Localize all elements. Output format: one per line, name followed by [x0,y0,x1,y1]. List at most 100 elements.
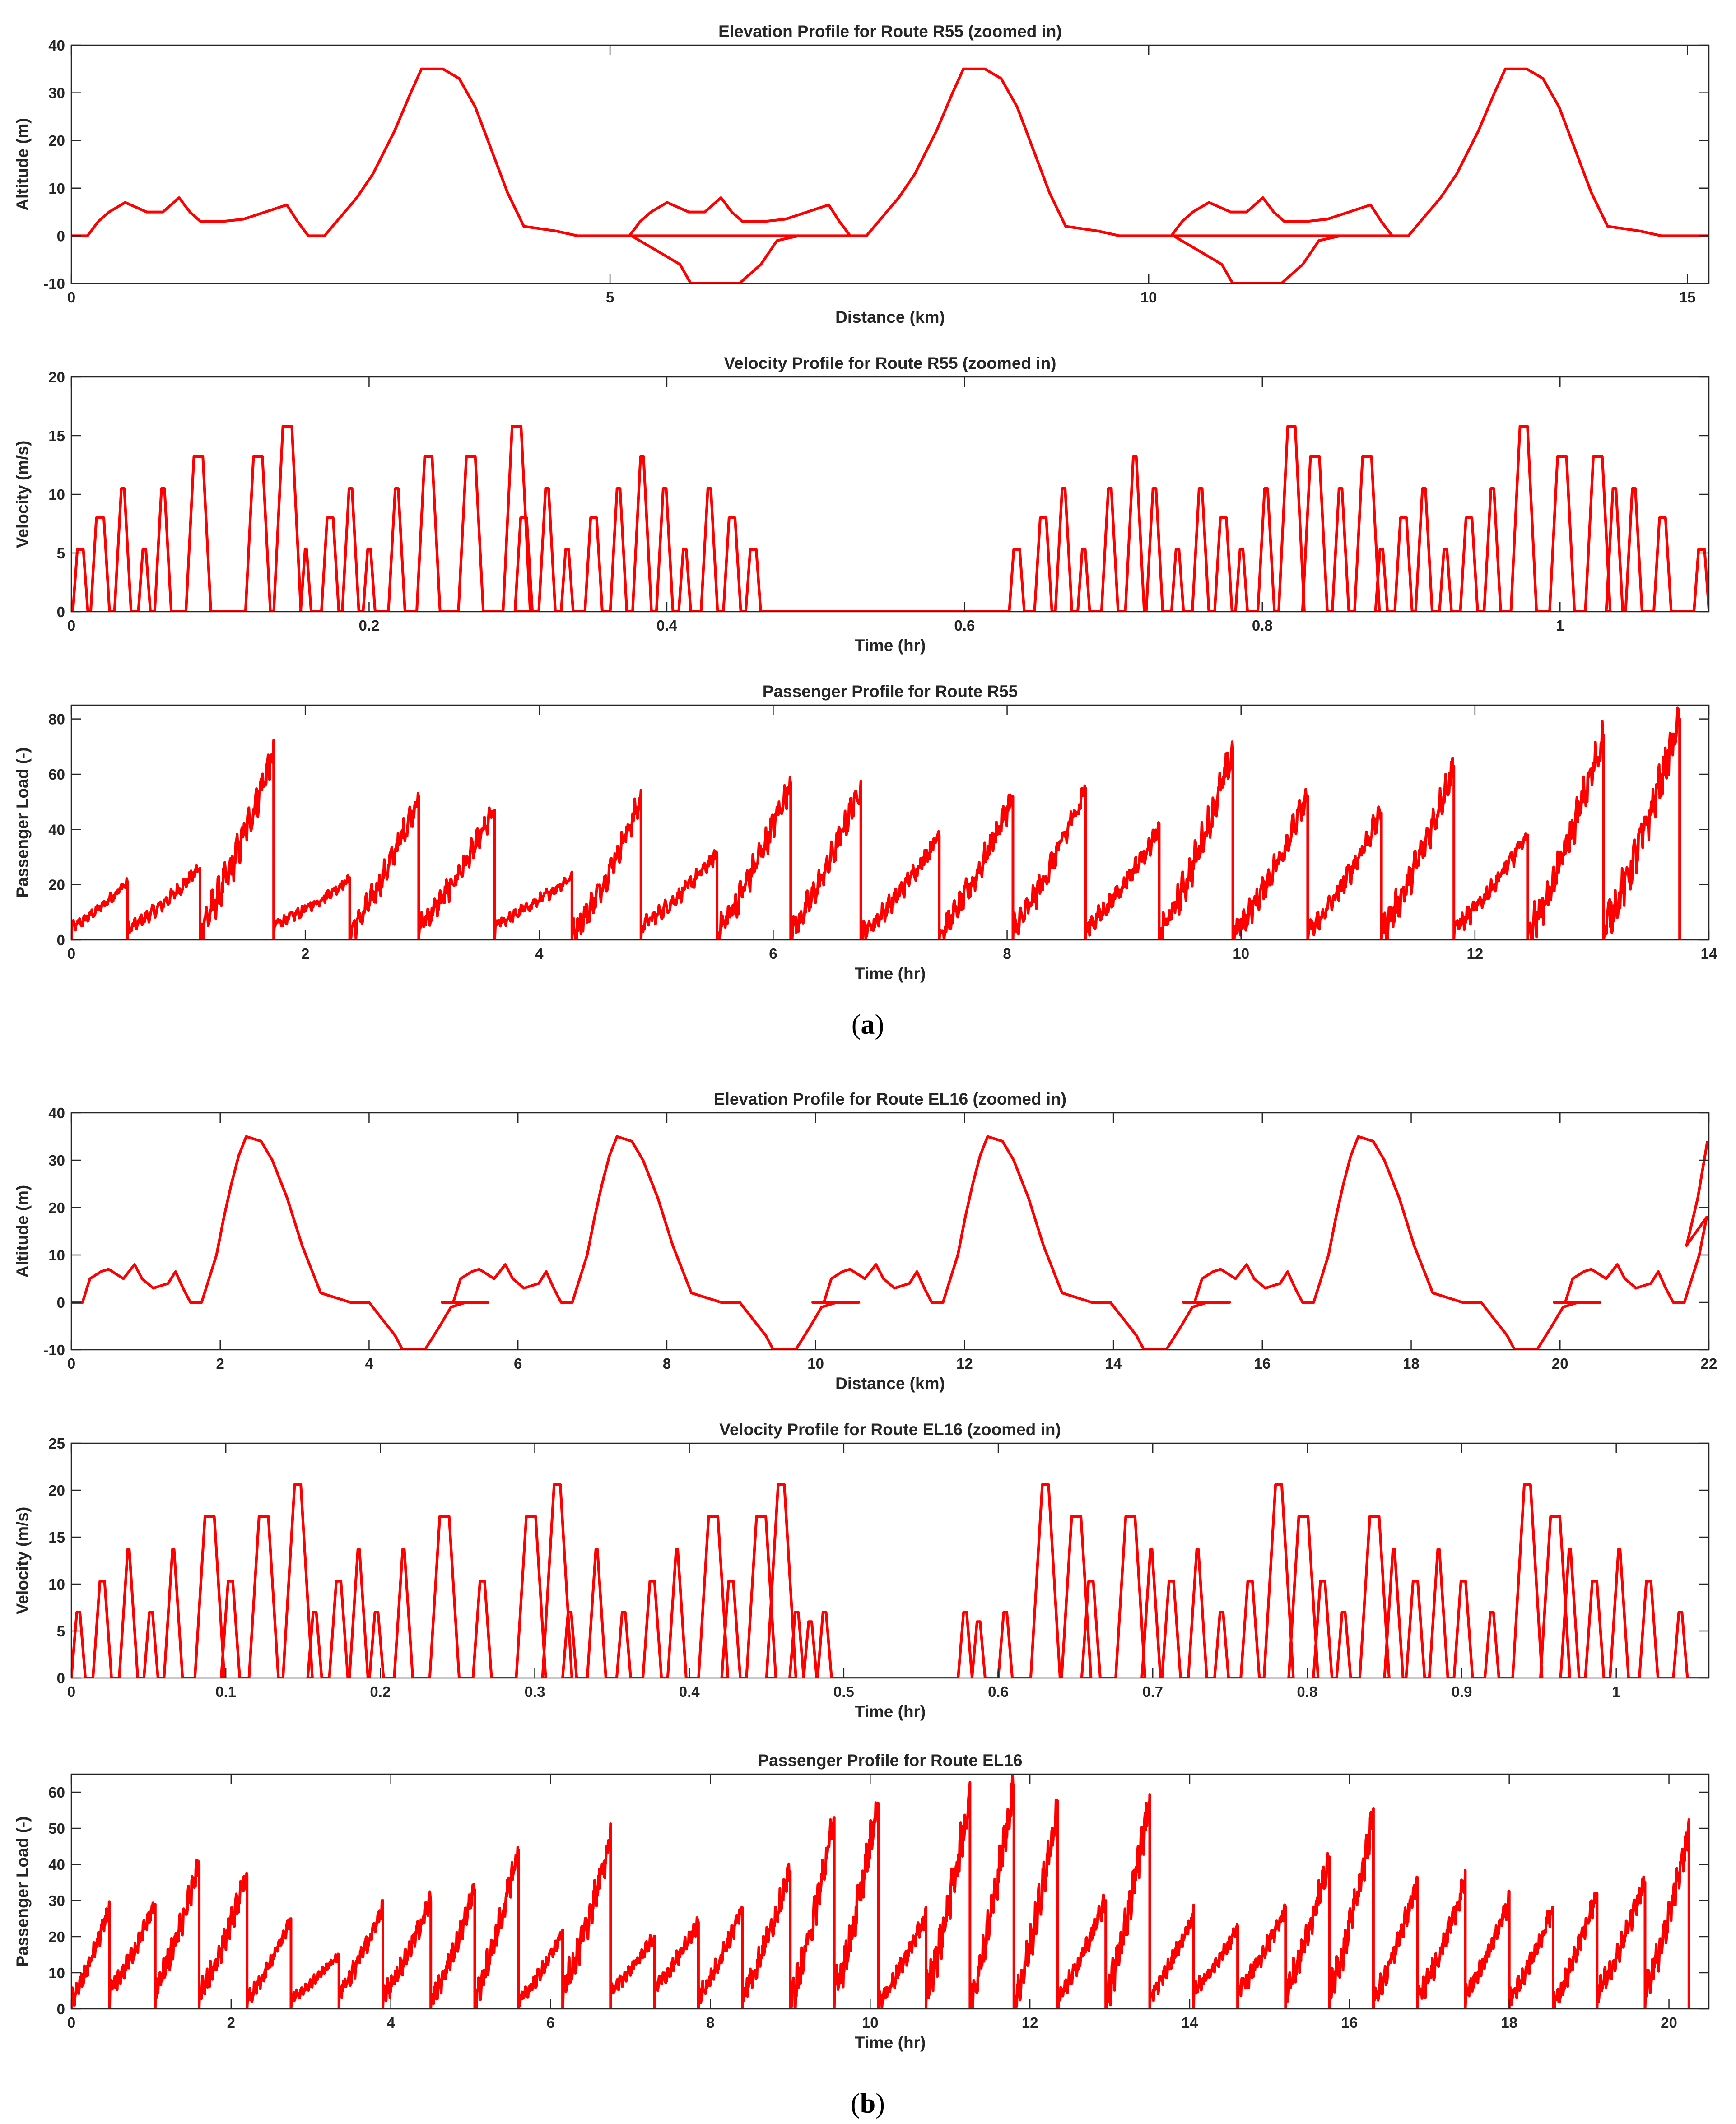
x-tick-label: 0 [67,1683,75,1700]
x-tick-label: 0.4 [656,617,678,634]
plot-frame [70,1112,1710,1351]
x-axis-label: Distance (km) [835,1374,945,1393]
x-tick-label: 1 [1556,617,1564,634]
chart-a1: Elevation Profile for Route R55 (zoomed … [13,22,1710,326]
y-tick-label: 20 [48,369,65,386]
caption-b-letter: b [860,2088,875,2119]
y-tick-label: 25 [48,1435,65,1452]
y-tick-label: 0 [57,1294,65,1311]
x-tick-label: 0 [67,2014,75,2031]
x-axis-label: Time (hr) [855,2033,926,2052]
x-tick-label: 0.9 [1452,1683,1472,1700]
x-tick-label: 2 [227,2014,235,2031]
chart-title: Velocity Profile for Route R55 (zoomed i… [724,354,1056,372]
series-line-altitude [71,67,1709,284]
x-tick-label: 4 [535,945,544,962]
y-tick-label: 15 [48,1529,65,1546]
x-tick-label: 8 [706,2014,714,2031]
plot-frame [70,44,1710,284]
x-axis-label: Time (hr) [855,1702,926,1721]
x-tick-label: 6 [514,1355,522,1372]
y-tick-label: 20 [48,1482,65,1499]
chart-title: Passenger Profile for Route R55 [763,682,1018,701]
x-tick-label: 0.1 [215,1683,236,1700]
plot-frame [70,704,1710,941]
y-tick-label: 0 [57,604,65,620]
x-tick-label: 8 [1003,945,1011,962]
x-tick-label: 4 [365,1355,373,1372]
y-axis-label: Altitude (m) [13,1185,32,1278]
y-tick-label: 20 [48,132,65,149]
y-axis-label: Passenger Load (-) [13,1816,32,1966]
x-tick-label: 14 [1701,945,1717,962]
chart-a2: Velocity Profile for Route R55 (zoomed i… [13,354,1710,655]
y-tick-label: 0 [57,932,65,948]
x-tick-label: 5 [606,289,614,306]
y-tick-label: 0 [57,2001,65,2017]
x-tick-label: 12 [956,1355,973,1372]
series-line-passengers [71,706,1709,940]
y-tick-label: -10 [43,1342,65,1358]
x-tick-label: 0.8 [1297,1683,1317,1700]
x-tick-label: 8 [663,1355,671,1372]
x-tick-label: 4 [387,2014,396,2031]
x-tick-label: 22 [1701,1355,1717,1372]
y-tick-label: 60 [48,1784,65,1801]
x-tick-label: 18 [1403,1355,1420,1372]
x-tick-label: 18 [1501,2014,1517,2031]
y-tick-label: 30 [48,1152,65,1169]
y-tick-label: 40 [48,1856,65,1873]
y-tick-label: 30 [48,85,65,102]
x-axis-label: Time (hr) [855,964,926,983]
x-tick-label: 20 [1661,2014,1677,2031]
chart-b2: Velocity Profile for Route EL16 (zoomed … [13,1420,1710,1721]
x-tick-label: 12 [1466,945,1483,962]
x-tick-label: 20 [1552,1355,1568,1372]
x-tick-label: 2 [301,945,309,962]
y-tick-label: 10 [48,486,65,503]
x-tick-label: 0.8 [1252,617,1273,634]
x-tick-label: 6 [546,2014,554,2031]
x-tick-label: 10 [1233,945,1249,962]
x-tick-label: 6 [769,945,777,962]
y-tick-label: 5 [57,1623,65,1640]
chart-a3: Passenger Profile for Route R55 Time (hr)… [13,682,1717,983]
y-tick-label: 40 [48,1105,65,1121]
caption-a: (a) [852,1009,884,1040]
x-tick-label: 14 [1105,1355,1122,1372]
x-axis-label: Distance (km) [835,308,945,326]
x-tick-label: 10 [1140,289,1157,306]
y-axis-label: Altitude (m) [13,118,32,211]
x-tick-label: 0.6 [988,1683,1009,1700]
plot-frame [70,1773,1710,2010]
x-axis-label: Time (hr) [855,636,926,655]
y-tick-label: 30 [48,1892,65,1909]
y-tick-label: -10 [43,275,65,292]
x-tick-label: 0 [67,1355,75,1372]
x-tick-label: 0.7 [1142,1683,1163,1700]
chart-title: Passenger Profile for Route EL16 [758,1751,1022,1770]
y-tick-label: 80 [48,711,65,728]
y-tick-label: 15 [48,428,65,444]
y-tick-label: 40 [48,821,65,838]
y-axis-label: Velocity (m/s) [13,441,32,548]
x-tick-label: 0.6 [954,617,975,634]
x-tick-label: 0 [67,945,75,962]
x-tick-label: 10 [807,1355,824,1372]
y-tick-label: 60 [48,766,65,783]
y-tick-label: 10 [48,1576,65,1593]
x-tick-label: 12 [1022,2014,1038,2031]
series-line-velocity [71,1483,1709,1678]
y-tick-label: 20 [48,1199,65,1216]
x-tick-label: 16 [1254,1355,1271,1372]
x-tick-label: 0 [67,617,75,634]
y-tick-label: 40 [48,37,65,54]
x-tick-label: 0 [67,289,75,306]
y-axis-label: Velocity (m/s) [13,1507,32,1615]
plot-frame [70,1442,1710,1679]
chart-title: Elevation Profile for Route EL16 (zoomed… [714,1090,1066,1108]
y-axis-label: Passenger Load (-) [13,747,32,897]
charts-group: Elevation Profile for Route R55 (zoomed … [13,22,1717,2052]
y-tick-label: 0 [57,228,65,244]
